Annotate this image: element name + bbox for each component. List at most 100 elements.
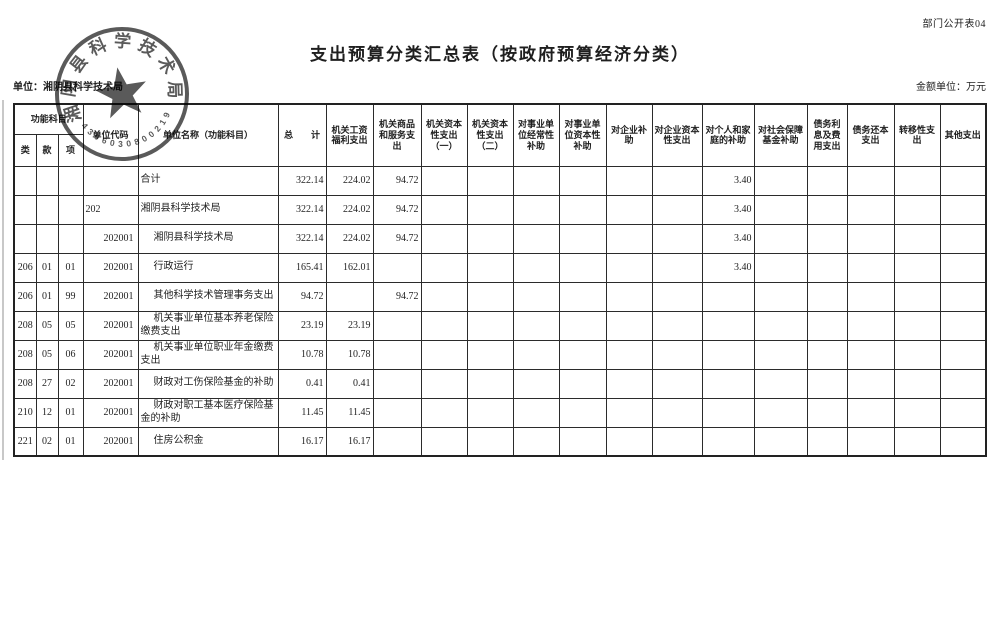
cell-amount <box>939 165 987 196</box>
cell-amount <box>806 397 848 428</box>
cell-amount <box>512 252 560 283</box>
cell-amount <box>939 397 987 428</box>
cell-unit-name: 财政对工伤保险基金的补助 <box>137 368 279 399</box>
cell-amount <box>806 281 848 312</box>
cell-amount <box>651 397 703 428</box>
cell-amount: 224.02 <box>325 194 374 225</box>
header-econ-col-0: 机关工资福利支出 <box>325 103 374 167</box>
cell-amount <box>558 426 607 457</box>
cell-unit-code <box>82 165 139 196</box>
header-econ-col-12: 转移性支出 <box>893 103 941 167</box>
cell-unit-code: 202001 <box>82 426 139 457</box>
cell-function-code <box>13 223 37 254</box>
cell-amount <box>753 281 808 312</box>
cell-function-code: 06 <box>57 339 84 370</box>
cell-amount: 322.14 <box>277 194 327 225</box>
cell-amount <box>466 223 514 254</box>
cell-amount <box>605 339 653 370</box>
table-row: 202 湘阴县科学技术局 322.14 224.02 94.72 3.40 <box>13 194 987 225</box>
header-econ-col-7: 对企业资本性支出 <box>651 103 703 167</box>
cell-amount <box>605 310 653 341</box>
table-row: 202001 湘阴县科学技术局 322.14 224.02 94.72 3.40 <box>13 223 987 254</box>
cell-function-code: 02 <box>35 426 59 457</box>
cell-amount <box>558 397 607 428</box>
cell-amount: 10.78 <box>325 339 374 370</box>
header-econ-col-6: 对企业补助 <box>605 103 653 167</box>
cell-amount <box>893 281 941 312</box>
cell-amount: 94.72 <box>372 281 422 312</box>
cell-amount <box>806 426 848 457</box>
cell-amount <box>466 426 514 457</box>
cell-amount: 3.40 <box>701 223 755 254</box>
table-row: 221 02 01 202001 住房公积金 16.17 16.17 <box>13 426 987 457</box>
cell-function-code <box>57 194 84 225</box>
cell-amount <box>846 281 895 312</box>
cell-unit-name: 湘阴县科学技术局 <box>137 194 279 225</box>
cell-function-code: 221 <box>13 426 37 457</box>
cell-amount <box>420 426 468 457</box>
cell-function-code: 01 <box>35 252 59 283</box>
cell-amount <box>753 339 808 370</box>
header-econ-col-8: 对个人和家庭的补助 <box>701 103 755 167</box>
cell-amount <box>558 310 607 341</box>
table-body: 合计 322.14 224.02 94.72 3.40 202 湘阴县科学技术局 322.14… <box>13 165 987 457</box>
cell-function-code: 208 <box>13 368 37 399</box>
cell-amount <box>466 397 514 428</box>
cell-amount <box>893 368 941 399</box>
cell-amount <box>753 165 808 196</box>
cell-amount <box>753 368 808 399</box>
cell-unit-name: 湘阴县科学技术局 <box>137 223 279 254</box>
cell-amount <box>605 281 653 312</box>
cell-amount: 322.14 <box>277 223 327 254</box>
cell-amount <box>372 339 422 370</box>
cell-amount <box>512 397 560 428</box>
table-row: 208 05 05 202001 机关事业单位基本养老保险缴费支出 23.19 23.19 <box>13 310 987 341</box>
cell-amount: 23.19 <box>325 310 374 341</box>
cell-unit-code: 202 <box>82 194 139 225</box>
header-econ-col-3: 机关资本性支出（二） <box>466 103 514 167</box>
cell-amount <box>846 194 895 225</box>
cell-amount <box>939 426 987 457</box>
header-econ-col-2: 机关资本性支出（一） <box>420 103 468 167</box>
cell-amount <box>420 194 468 225</box>
cell-function-code: 01 <box>57 397 84 428</box>
header-econ-col-11: 债务还本支出 <box>846 103 895 167</box>
page-title: 支出预算分类汇总表（按政府预算经济分类） <box>310 45 690 64</box>
cell-amount <box>846 252 895 283</box>
cell-amount <box>651 368 703 399</box>
cell-amount <box>420 310 468 341</box>
cell-amount: 3.40 <box>701 252 755 283</box>
cell-function-code: 02 <box>57 368 84 399</box>
cell-amount <box>893 194 941 225</box>
doc-sheet-label: 部门公开表04 <box>922 19 986 30</box>
cell-amount <box>512 426 560 457</box>
cell-amount <box>701 339 755 370</box>
cell-amount <box>651 426 703 457</box>
header-unit-name: 单位名称（功能科目） <box>137 103 279 167</box>
cell-amount <box>806 252 848 283</box>
cell-amount <box>893 252 941 283</box>
cell-amount <box>558 339 607 370</box>
cell-amount <box>753 426 808 457</box>
cell-function-code <box>57 165 84 196</box>
header-econ-col-13: 其他支出 <box>939 103 987 167</box>
cell-amount <box>806 368 848 399</box>
cell-amount: 165.41 <box>277 252 327 283</box>
cell-amount <box>651 252 703 283</box>
cell-amount <box>605 426 653 457</box>
cell-amount: 94.72 <box>372 223 422 254</box>
cell-function-code: 208 <box>13 310 37 341</box>
cell-amount <box>512 223 560 254</box>
cell-amount <box>939 368 987 399</box>
cell-unit-code: 202001 <box>82 310 139 341</box>
cell-amount: 224.02 <box>325 223 374 254</box>
cell-unit-code: 202001 <box>82 368 139 399</box>
cell-amount: 322.14 <box>277 165 327 196</box>
cell-amount <box>512 310 560 341</box>
budget-table: 功能科目 单位代码 单位名称（功能科目） 总 计 机关工资福利支出 机关商品和服务… <box>13 103 988 457</box>
cell-unit-name: 机关事业单位基本养老保险缴费支出 <box>137 310 279 341</box>
cell-unit-code: 202001 <box>82 223 139 254</box>
cell-amount <box>420 339 468 370</box>
cell-amount <box>466 252 514 283</box>
